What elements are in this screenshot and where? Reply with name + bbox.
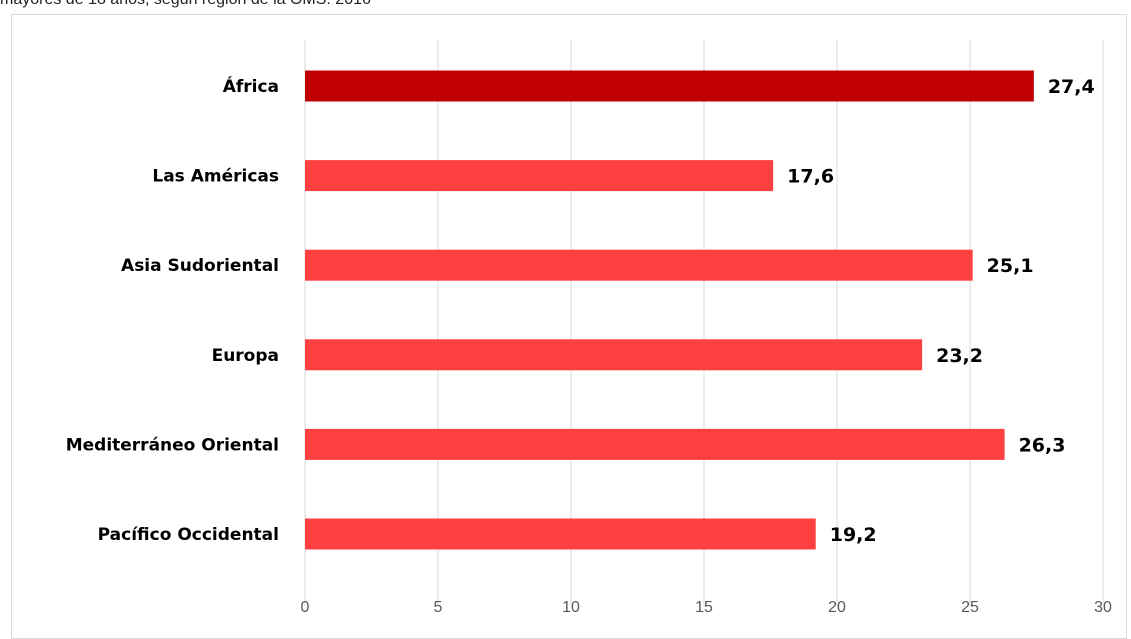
category-labels: África Las Américas Asia Sudoriental Europa…: [66, 75, 279, 545]
category-label: Mediterráneo Oriental: [66, 435, 279, 455]
bar: [305, 160, 774, 192]
value-label: 17,6: [787, 166, 834, 188]
category-label: Las Américas: [152, 167, 279, 187]
value-label: 27,4: [1048, 76, 1095, 98]
bar: [305, 249, 973, 281]
x-tick-label: 20: [828, 599, 846, 616]
x-tick-label: 5: [434, 599, 443, 616]
bar: [305, 70, 1034, 102]
x-axis-tick-labels: 0 5 10 15 20 25 30: [301, 599, 1112, 616]
value-labels: 27,4 17,6 25,1 23,2 26,3 19,2: [787, 76, 1095, 546]
value-label: 26,3: [1019, 434, 1066, 456]
x-tick-label: 15: [695, 599, 713, 616]
bar: [305, 428, 1005, 460]
category-label: Europa: [212, 346, 279, 366]
value-label: 19,2: [830, 524, 877, 546]
value-label: 25,1: [987, 255, 1034, 277]
category-label: Pacífico Occidental: [98, 525, 279, 545]
category-label: Asia Sudoriental: [121, 256, 279, 276]
x-tick-label: 10: [562, 599, 580, 616]
gridlines: [304, 40, 1104, 606]
chart-caption: mayores de 18 años, según región de la O…: [0, 0, 371, 9]
category-label: África: [223, 75, 279, 97]
bar: [305, 518, 816, 550]
x-tick-label: 25: [961, 599, 979, 616]
x-tick-label: 30: [1094, 599, 1112, 616]
bar: [305, 339, 923, 371]
bars: [305, 70, 1034, 550]
x-tick-label: 0: [301, 599, 310, 616]
value-label: 23,2: [936, 345, 983, 367]
